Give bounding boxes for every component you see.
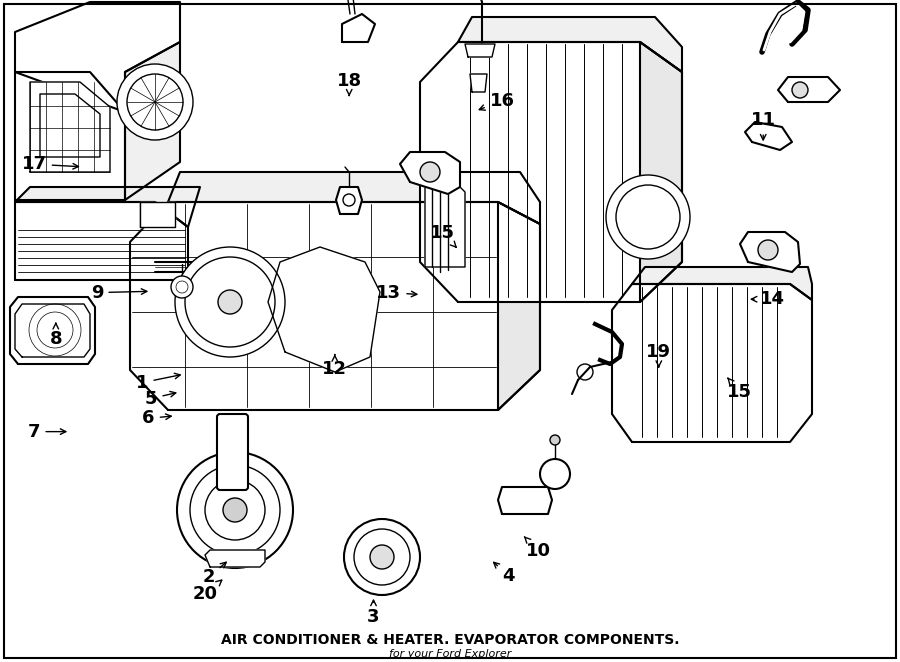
Polygon shape — [15, 2, 180, 112]
Circle shape — [606, 175, 690, 259]
Polygon shape — [745, 122, 792, 150]
Text: AIR CONDITIONER & HEATER. EVAPORATOR COMPONENTS.: AIR CONDITIONER & HEATER. EVAPORATOR COM… — [220, 633, 680, 647]
Text: 14: 14 — [752, 290, 785, 308]
Circle shape — [370, 545, 394, 569]
Circle shape — [223, 498, 247, 522]
Text: 2: 2 — [202, 562, 226, 587]
Circle shape — [792, 82, 808, 98]
Polygon shape — [778, 77, 840, 102]
Circle shape — [171, 276, 193, 298]
Polygon shape — [420, 42, 682, 302]
Circle shape — [175, 247, 285, 357]
Text: 4: 4 — [494, 562, 515, 585]
Polygon shape — [740, 232, 800, 272]
Circle shape — [758, 240, 778, 260]
Text: 9: 9 — [91, 283, 147, 302]
Text: 6: 6 — [142, 409, 171, 428]
Text: for your Ford Explorer: for your Ford Explorer — [389, 649, 511, 659]
Polygon shape — [498, 487, 552, 514]
Polygon shape — [268, 247, 380, 372]
Text: 20: 20 — [193, 580, 221, 604]
Polygon shape — [342, 14, 375, 42]
Text: 10: 10 — [525, 537, 551, 560]
Polygon shape — [140, 202, 175, 227]
Text: 7: 7 — [28, 422, 66, 441]
Polygon shape — [498, 202, 540, 410]
Circle shape — [177, 452, 293, 568]
Polygon shape — [15, 187, 200, 227]
Polygon shape — [470, 74, 487, 92]
Polygon shape — [15, 202, 188, 280]
Text: 12: 12 — [322, 355, 347, 379]
FancyBboxPatch shape — [217, 414, 248, 490]
Text: 11: 11 — [751, 111, 776, 140]
Circle shape — [117, 64, 193, 140]
Circle shape — [550, 435, 560, 445]
Text: 5: 5 — [145, 389, 176, 408]
Text: 3: 3 — [367, 600, 380, 626]
Polygon shape — [465, 44, 495, 57]
Text: 17: 17 — [22, 155, 78, 173]
Polygon shape — [130, 202, 540, 410]
Polygon shape — [632, 267, 812, 300]
Polygon shape — [336, 187, 362, 214]
Polygon shape — [400, 152, 460, 194]
Text: 16: 16 — [479, 91, 515, 110]
Polygon shape — [425, 167, 465, 267]
Text: 15: 15 — [727, 378, 752, 401]
Polygon shape — [168, 172, 540, 224]
Polygon shape — [612, 284, 812, 442]
Polygon shape — [640, 42, 682, 302]
Polygon shape — [125, 42, 180, 200]
Polygon shape — [30, 82, 110, 172]
Circle shape — [344, 519, 420, 595]
Polygon shape — [205, 550, 265, 567]
Circle shape — [420, 162, 440, 182]
Polygon shape — [10, 297, 95, 364]
Circle shape — [540, 459, 570, 489]
Text: 15: 15 — [430, 224, 456, 247]
Text: 18: 18 — [337, 71, 362, 95]
Text: 13: 13 — [376, 283, 417, 302]
Text: 1: 1 — [136, 373, 180, 392]
Text: 19: 19 — [646, 343, 671, 367]
Circle shape — [218, 290, 242, 314]
Polygon shape — [15, 72, 125, 200]
Polygon shape — [458, 17, 682, 72]
Text: 8: 8 — [50, 323, 62, 348]
